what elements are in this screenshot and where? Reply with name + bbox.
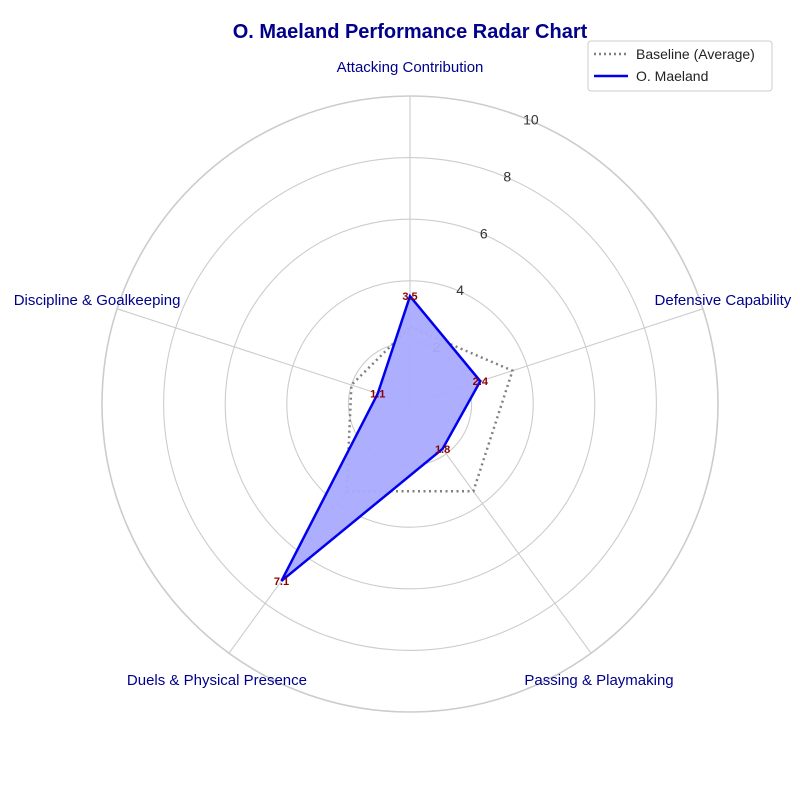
legend-label-maeland: O. Maeland bbox=[636, 68, 708, 84]
axis-label-1: Defensive Capability bbox=[655, 292, 792, 309]
legend-box bbox=[587, 40, 773, 92]
axis-label-4: Discipline & Goalkeeping bbox=[14, 292, 181, 309]
axis-label-3: Duels & Physical Presence bbox=[127, 672, 307, 689]
radar-series bbox=[280, 293, 515, 582]
legend: Baseline (Average) O. Maeland bbox=[587, 40, 773, 92]
spoke-4 bbox=[116, 308, 411, 405]
r-tick-label-8: 8 bbox=[503, 168, 511, 184]
legend-label-baseline: Baseline (Average) bbox=[636, 46, 755, 62]
axis-label-0: Attacking Contribution bbox=[337, 59, 484, 76]
value-label-2: 1.8 bbox=[435, 444, 450, 456]
value-label-0: 3.5 bbox=[402, 291, 417, 303]
series-maeland-polygon bbox=[280, 293, 482, 582]
r-tick-label-10: 10 bbox=[523, 111, 539, 127]
value-label-3: 7.1 bbox=[274, 576, 289, 588]
series-baseline-polygon bbox=[345, 325, 515, 493]
value-label-4: 1.1 bbox=[370, 389, 385, 401]
chart-title: O. Maeland Performance Radar Chart bbox=[233, 21, 588, 43]
r-tick-label-6: 6 bbox=[480, 225, 488, 241]
value-label-1: 2.4 bbox=[473, 376, 489, 388]
axis-label-2: Passing & Playmaking bbox=[524, 672, 673, 689]
radar-labels: Attacking Contribution Defensive Capabili… bbox=[14, 59, 792, 689]
r-tick-label-4: 4 bbox=[456, 282, 464, 298]
